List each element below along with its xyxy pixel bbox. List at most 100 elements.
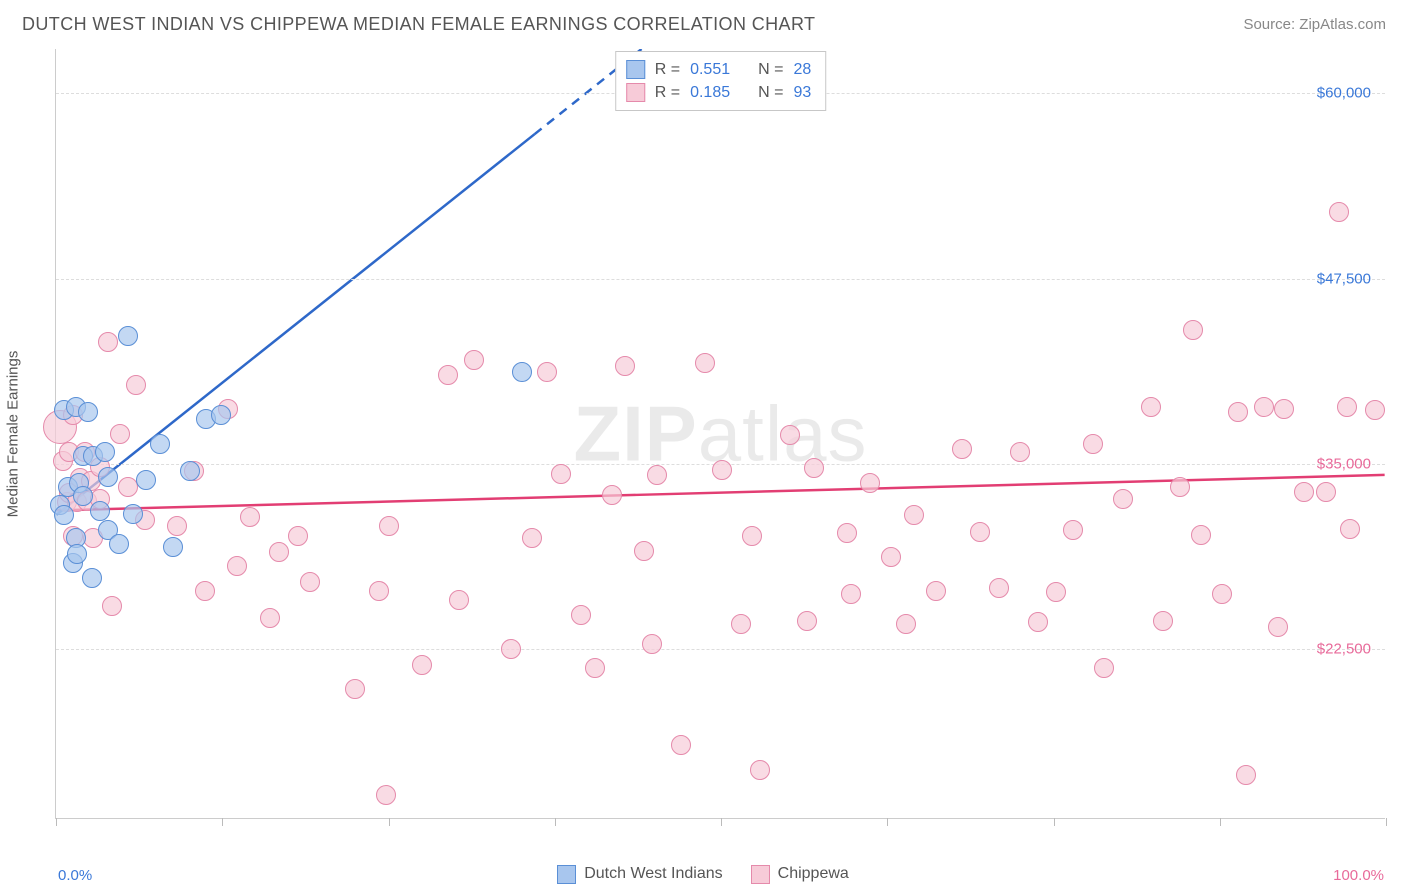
marker-chippewa [1254,397,1274,417]
marker-chippewa [1010,442,1030,462]
marker-dutch-west-indian [90,501,110,521]
marker-chippewa [438,365,458,385]
marker-chippewa [750,760,770,780]
marker-chippewa [449,590,469,610]
marker-dutch-west-indian [123,504,143,524]
marker-chippewa [952,439,972,459]
marker-chippewa [1212,584,1232,604]
marker-chippewa [464,350,484,370]
marker-chippewa [695,353,715,373]
marker-chippewa [926,581,946,601]
marker-dutch-west-indian [118,326,138,346]
marker-chippewa [167,516,187,536]
chart-area: Median Female Earnings ZIPatlas R = 0.55… [35,49,1385,819]
marker-chippewa [240,507,260,527]
marker-chippewa [571,605,591,625]
stats-row-2: R = 0.185 N = 93 [626,81,812,104]
marker-chippewa [102,596,122,616]
marker-chippewa [1268,617,1288,637]
marker-chippewa [1063,520,1083,540]
y-tick-label: $22,500 [1317,640,1371,657]
marker-chippewa [615,356,635,376]
marker-chippewa [288,526,308,546]
x-tick [721,818,722,826]
marker-chippewa [1236,765,1256,785]
x-tick [555,818,556,826]
marker-chippewa [797,611,817,631]
x-max-label: 100.0% [1333,867,1384,884]
marker-dutch-west-indian [98,467,118,487]
x-tick [389,818,390,826]
marker-chippewa [300,572,320,592]
marker-dutch-west-indian [95,442,115,462]
marker-chippewa [634,541,654,561]
trend-lines [56,49,1385,818]
marker-chippewa [1083,434,1103,454]
marker-dutch-west-indian [150,434,170,454]
marker-chippewa [260,608,280,628]
legend-item-1: Dutch West Indians [557,865,722,884]
marker-chippewa [118,477,138,497]
gridline [56,649,1385,650]
stats-legend: R = 0.551 N = 28 R = 0.185 N = 93 [615,51,827,111]
marker-chippewa [1028,612,1048,632]
marker-dutch-west-indian [512,362,532,382]
plot-region: ZIPatlas R = 0.551 N = 28 R = 0.185 N = … [55,49,1385,819]
x-tick [887,818,888,826]
marker-chippewa [712,460,732,480]
marker-chippewa [1191,525,1211,545]
marker-chippewa [742,526,762,546]
marker-chippewa [904,505,924,525]
marker-chippewa [585,658,605,678]
marker-chippewa [537,362,557,382]
swatch-series2-bottom [751,865,770,884]
marker-dutch-west-indian [180,461,200,481]
marker-chippewa [1294,482,1314,502]
marker-chippewa [647,465,667,485]
x-tick [222,818,223,826]
gridline [56,279,1385,280]
marker-chippewa [970,522,990,542]
marker-chippewa [1316,482,1336,502]
marker-chippewa [881,547,901,567]
marker-dutch-west-indian [163,537,183,557]
marker-dutch-west-indian [82,568,102,588]
marker-dutch-west-indian [136,470,156,490]
marker-chippewa [1274,399,1294,419]
marker-chippewa [731,614,751,634]
marker-chippewa [345,679,365,699]
marker-chippewa [896,614,916,634]
marker-chippewa [227,556,247,576]
marker-dutch-west-indian [78,402,98,422]
marker-chippewa [126,375,146,395]
marker-chippewa [841,584,861,604]
marker-chippewa [780,425,800,445]
legend-item-2: Chippewa [751,865,849,884]
swatch-series2 [626,83,645,102]
marker-chippewa [837,523,857,543]
chart-header: DUTCH WEST INDIAN VS CHIPPEWA MEDIAN FEM… [0,0,1406,49]
marker-chippewa [195,581,215,601]
marker-chippewa [1170,477,1190,497]
marker-chippewa [602,485,622,505]
marker-chippewa [671,735,691,755]
source-label: Source: ZipAtlas.com [1243,16,1386,33]
marker-chippewa [989,578,1009,598]
marker-chippewa [1228,402,1248,422]
marker-chippewa [1141,397,1161,417]
marker-chippewa [1094,658,1114,678]
marker-chippewa [501,639,521,659]
marker-chippewa [1153,611,1173,631]
marker-chippewa [1365,400,1385,420]
marker-chippewa [98,332,118,352]
y-tick-label: $35,000 [1317,455,1371,472]
marker-chippewa [1183,320,1203,340]
y-axis-label: Median Female Earnings [5,351,22,518]
swatch-series1-bottom [557,865,576,884]
marker-dutch-west-indian [54,505,74,525]
marker-chippewa [110,424,130,444]
marker-chippewa [376,785,396,805]
marker-chippewa [1340,519,1360,539]
marker-dutch-west-indian [109,534,129,554]
x-tick [56,818,57,826]
